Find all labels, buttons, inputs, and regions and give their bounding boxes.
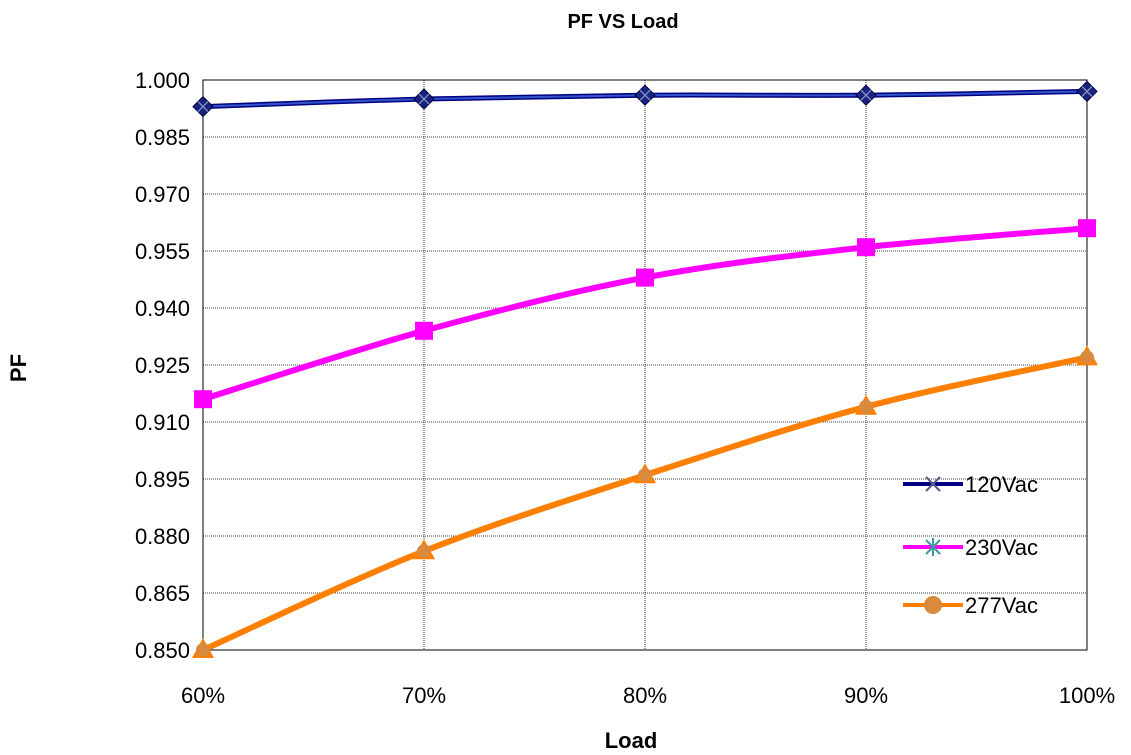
y-tick-label: 0.985 bbox=[135, 125, 190, 150]
y-axis-title: PF bbox=[6, 354, 31, 382]
data-point-cross bbox=[860, 89, 872, 101]
data-point bbox=[636, 268, 654, 287]
x-tick-label: 90% bbox=[844, 683, 888, 708]
data-point-dot bbox=[196, 643, 210, 657]
data-point-dot bbox=[417, 544, 431, 559]
series-layer bbox=[192, 80, 1098, 658]
y-tick-label: 0.880 bbox=[135, 524, 190, 549]
y-tick-label: 0.865 bbox=[135, 581, 190, 606]
y-tick-label: 0.895 bbox=[135, 467, 190, 492]
data-point-dot bbox=[859, 399, 873, 414]
legend-item-277Vac: 277Vac bbox=[903, 593, 1038, 618]
y-tick-label: 1.000 bbox=[135, 68, 190, 93]
y-tick-label: 0.940 bbox=[135, 296, 190, 321]
legend-label: 230Vac bbox=[965, 535, 1038, 560]
y-tick-label: 0.910 bbox=[135, 410, 190, 435]
data-point-cross bbox=[418, 93, 430, 105]
x-tick-label: 70% bbox=[402, 683, 446, 708]
y-tick-label: 0.955 bbox=[135, 239, 190, 264]
data-point-dot bbox=[1080, 350, 1094, 365]
data-point-dot bbox=[638, 468, 652, 483]
legend-circle-icon bbox=[924, 596, 942, 614]
x-tick-label: 80% bbox=[623, 683, 667, 708]
data-point bbox=[1078, 219, 1096, 238]
data-point-cross bbox=[639, 89, 651, 101]
y-tick-label: 0.925 bbox=[135, 353, 190, 378]
y-axis-ticks: 0.850 0.865 0.880 0.895 0.910 0.925 0.940 0.955… bbox=[135, 68, 190, 663]
legend: 120Vac 230Vac 277Vac bbox=[903, 472, 1038, 618]
data-point bbox=[415, 321, 433, 340]
legend-label: 277Vac bbox=[965, 593, 1038, 618]
x-tick-label: 60% bbox=[181, 683, 225, 708]
data-point bbox=[194, 390, 212, 409]
data-point bbox=[857, 238, 875, 257]
series-120Vac bbox=[192, 80, 1098, 118]
y-tick-label: 0.850 bbox=[135, 638, 190, 663]
legend-item-230Vac: 230Vac bbox=[903, 535, 1038, 560]
series-230Vac bbox=[194, 219, 1096, 409]
legend-x-icon bbox=[925, 476, 941, 492]
x-tick-label: 100% bbox=[1059, 683, 1115, 708]
series-277Vac bbox=[192, 345, 1098, 658]
data-point-cross bbox=[1081, 85, 1093, 97]
legend-label: 120Vac bbox=[965, 472, 1038, 497]
x-axis-ticks: 60% 70% 80% 90% 100% bbox=[181, 683, 1115, 708]
data-point-cross bbox=[197, 101, 209, 113]
legend-item-120Vac: 120Vac bbox=[903, 472, 1038, 497]
plot-area bbox=[192, 79, 1098, 658]
y-tick-label: 0.970 bbox=[135, 182, 190, 207]
x-axis-title: Load bbox=[605, 728, 658, 753]
chart-title: PF VS Load bbox=[567, 11, 678, 33]
